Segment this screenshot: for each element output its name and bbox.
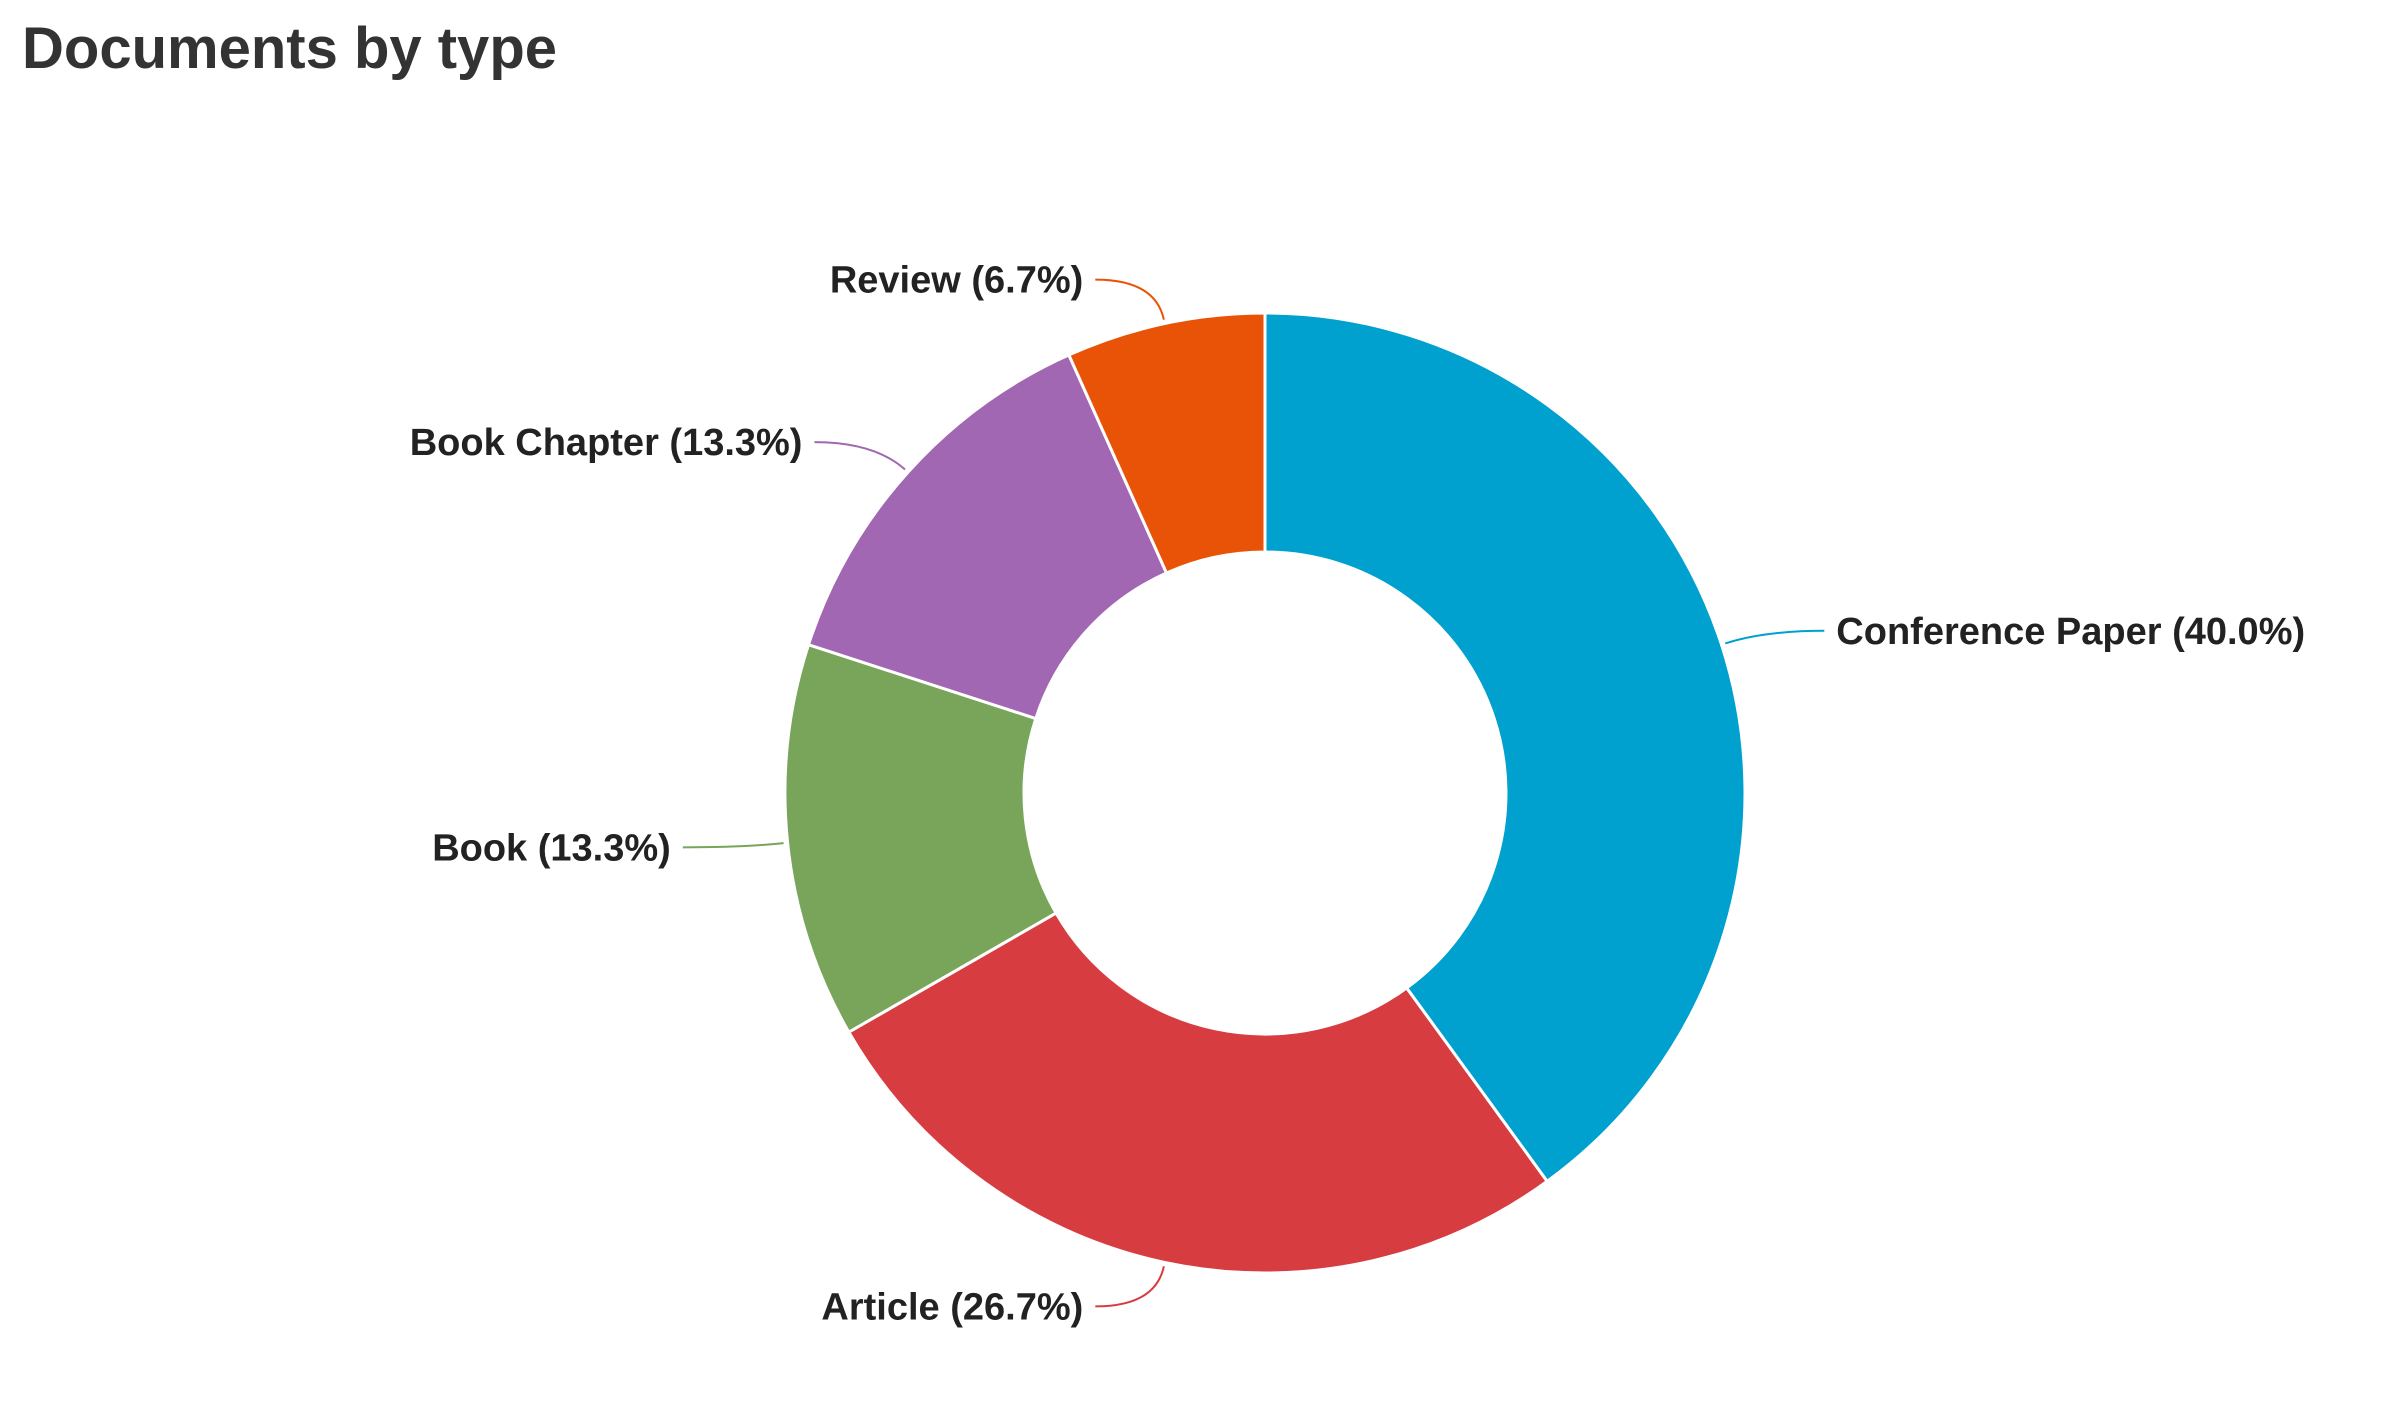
donut-slice [846,911,1550,1275]
chart-title: Documents by type [22,16,557,81]
slice-label: Book (13.3%) [432,827,671,869]
slice-label: Conference Paper (40.0%) [1836,611,2305,653]
leader-line [682,842,784,849]
donut-slice [1066,311,1267,576]
donut-slice [806,352,1169,721]
slice-label: Book Chapter (13.3%) [410,422,803,464]
leader-line [1095,1266,1165,1308]
leader-line [814,441,906,471]
slice-label: Article (26.7%) [821,1286,1083,1328]
donut-slice [783,642,1059,1035]
leader-line [1095,278,1165,320]
leader-line [1725,629,1825,645]
slice-label: Review (6.7%) [830,260,1083,302]
donut-slice [1263,311,1747,1184]
